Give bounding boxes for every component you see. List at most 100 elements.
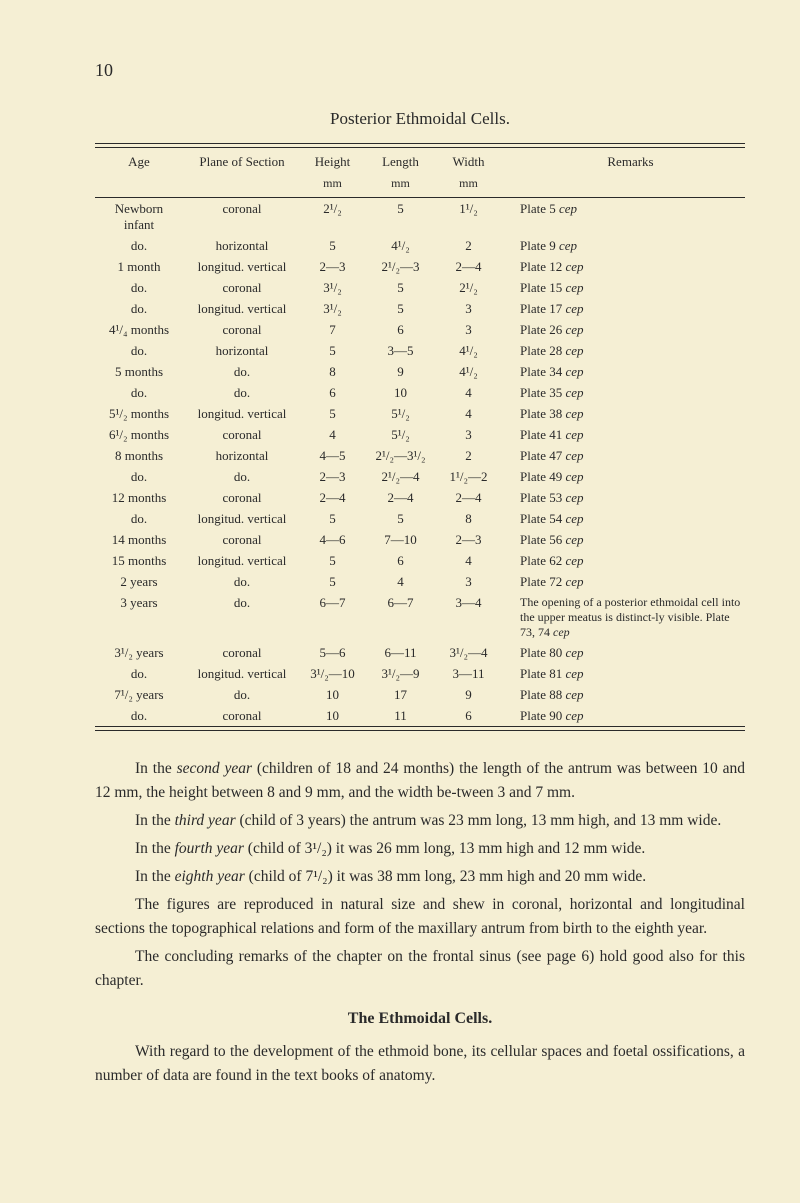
cell-length: 11	[364, 705, 437, 726]
cell-age: 14 months	[95, 529, 183, 550]
cell-age: 4¹/₄ months	[95, 319, 183, 340]
cell-length: 6	[364, 319, 437, 340]
table-row: do.horizontal54¹/₂2Plate 9 cep	[95, 235, 745, 256]
table-body: Newborn infantcoronal2¹/₂51¹/₂Plate 5 ce…	[95, 198, 745, 726]
cell-width: 3—11	[437, 663, 500, 684]
cell-plane: longitud. vertical	[183, 663, 301, 684]
table-row: do.horizontal53—54¹/₂Plate 28 cep	[95, 340, 745, 361]
table-row: do.longitud. vertical3¹/₂—103¹/₂—93—11Pl…	[95, 663, 745, 684]
cell-plane: coronal	[183, 277, 301, 298]
table-row: Newborn infantcoronal2¹/₂51¹/₂Plate 5 ce…	[95, 198, 745, 235]
rule-bottom-double	[95, 726, 745, 731]
cell-age: 6¹/₂ months	[95, 424, 183, 445]
cell-height: 10	[301, 705, 364, 726]
cell-remarks: Plate 5 cep	[500, 198, 745, 235]
paragraph-1: In the second year (children of 18 and 2…	[95, 757, 745, 805]
cell-width: 2¹/₂	[437, 277, 500, 298]
table-row: 14 monthscoronal4—67—102—3Plate 56 cep	[95, 529, 745, 550]
cell-width: 3	[437, 571, 500, 592]
cell-height: 5	[301, 571, 364, 592]
table-title: Posterior Ethmoidal Cells.	[95, 109, 745, 129]
cell-width: 4	[437, 403, 500, 424]
cell-plane: longitud. vertical	[183, 298, 301, 319]
cell-plane: do.	[183, 571, 301, 592]
cell-height: 2—3	[301, 256, 364, 277]
page-number: 10	[95, 60, 745, 81]
cell-age: do.	[95, 340, 183, 361]
cell-height: 2—3	[301, 466, 364, 487]
cell-height: 5	[301, 235, 364, 256]
col-width-unit: mm	[441, 176, 496, 191]
cell-height: 5	[301, 403, 364, 424]
table-row: 5¹/₂ monthslongitud. vertical55¹/₂4Plate…	[95, 403, 745, 424]
cell-length: 2¹/₂—3¹/₂	[364, 445, 437, 466]
data-table: Age Plane of Section Height mm Length mm…	[95, 148, 745, 197]
cell-width: 2—3	[437, 529, 500, 550]
cell-plane: coronal	[183, 705, 301, 726]
table-row: 3 yearsdo.6—76—73—4The opening of a post…	[95, 592, 745, 642]
col-height-label: Height	[315, 154, 350, 169]
cell-remarks: Plate 26 cep	[500, 319, 745, 340]
col-age: Age	[95, 148, 183, 197]
cell-length: 6	[364, 550, 437, 571]
cell-remarks: Plate 17 cep	[500, 298, 745, 319]
col-length-label: Length	[382, 154, 419, 169]
table-row: 7¹/₂ yearsdo.10179Plate 88 cep	[95, 684, 745, 705]
cell-length: 9	[364, 361, 437, 382]
cell-height: 4—6	[301, 529, 364, 550]
cell-height: 5—6	[301, 642, 364, 663]
cell-height: 8	[301, 361, 364, 382]
cell-width: 9	[437, 684, 500, 705]
section-heading: The Ethmoidal Cells.	[95, 1007, 745, 1032]
col-width-label: Width	[453, 154, 485, 169]
cell-height: 2—4	[301, 487, 364, 508]
cell-remarks: Plate 41 cep	[500, 424, 745, 445]
cell-age: 7¹/₂ years	[95, 684, 183, 705]
paragraph-7: With regard to the development of the et…	[95, 1040, 745, 1088]
cell-plane: do.	[183, 466, 301, 487]
cell-length: 5	[364, 277, 437, 298]
cell-length: 6—11	[364, 642, 437, 663]
data-table-body: Newborn infantcoronal2¹/₂51¹/₂Plate 5 ce…	[95, 198, 745, 726]
cell-remarks: Plate 80 cep	[500, 642, 745, 663]
col-plane: Plane of Section	[183, 148, 301, 197]
cell-height: 7	[301, 319, 364, 340]
cell-plane: longitud. vertical	[183, 508, 301, 529]
cell-age: do.	[95, 277, 183, 298]
p4a: In the	[135, 868, 175, 885]
p4b: (child of 7¹/₂) it was 38 mm long, 23 mm…	[245, 868, 646, 885]
col-height: Height mm	[301, 148, 364, 197]
table-row: 15 monthslongitud. vertical564Plate 62 c…	[95, 550, 745, 571]
paragraph-5: The figures are reproduced in natural si…	[95, 893, 745, 941]
body-text: In the second year (children of 18 and 2…	[95, 757, 745, 1088]
cell-height: 3¹/₂	[301, 298, 364, 319]
cell-height: 5	[301, 340, 364, 361]
cell-width: 8	[437, 508, 500, 529]
cell-remarks: Plate 90 cep	[500, 705, 745, 726]
cell-length: 5¹/₂	[364, 403, 437, 424]
cell-plane: longitud. vertical	[183, 256, 301, 277]
table-row: do.coronal10116Plate 90 cep	[95, 705, 745, 726]
table-row: 8 monthshorizontal4—52¹/₂—3¹/₂2Plate 47 …	[95, 445, 745, 466]
table-row: do.coronal3¹/₂52¹/₂Plate 15 cep	[95, 277, 745, 298]
cell-age: do.	[95, 382, 183, 403]
cell-age: 15 months	[95, 550, 183, 571]
cell-height: 3¹/₂	[301, 277, 364, 298]
table-row: 4¹/₄ monthscoronal763Plate 26 cep	[95, 319, 745, 340]
table-row: do.longitud. vertical558Plate 54 cep	[95, 508, 745, 529]
cell-height: 5	[301, 508, 364, 529]
col-length-unit: mm	[368, 176, 433, 191]
cell-remarks: The opening of a posterior ethmoidal cel…	[500, 592, 745, 642]
table-head: Age Plane of Section Height mm Length mm…	[95, 148, 745, 197]
table-row: 6¹/₂ monthscoronal45¹/₂3Plate 41 cep	[95, 424, 745, 445]
p1i: second year	[177, 760, 252, 777]
cell-remarks: Plate 38 cep	[500, 403, 745, 424]
cell-remarks: Plate 54 cep	[500, 508, 745, 529]
cell-remarks: Plate 62 cep	[500, 550, 745, 571]
cell-remarks: Plate 53 cep	[500, 487, 745, 508]
cell-remarks: Plate 72 cep	[500, 571, 745, 592]
cell-length: 5	[364, 198, 437, 235]
cell-width: 3	[437, 319, 500, 340]
p2b: (child of 3 years) the antrum was 23 mm …	[236, 812, 722, 829]
cell-width: 2—4	[437, 487, 500, 508]
